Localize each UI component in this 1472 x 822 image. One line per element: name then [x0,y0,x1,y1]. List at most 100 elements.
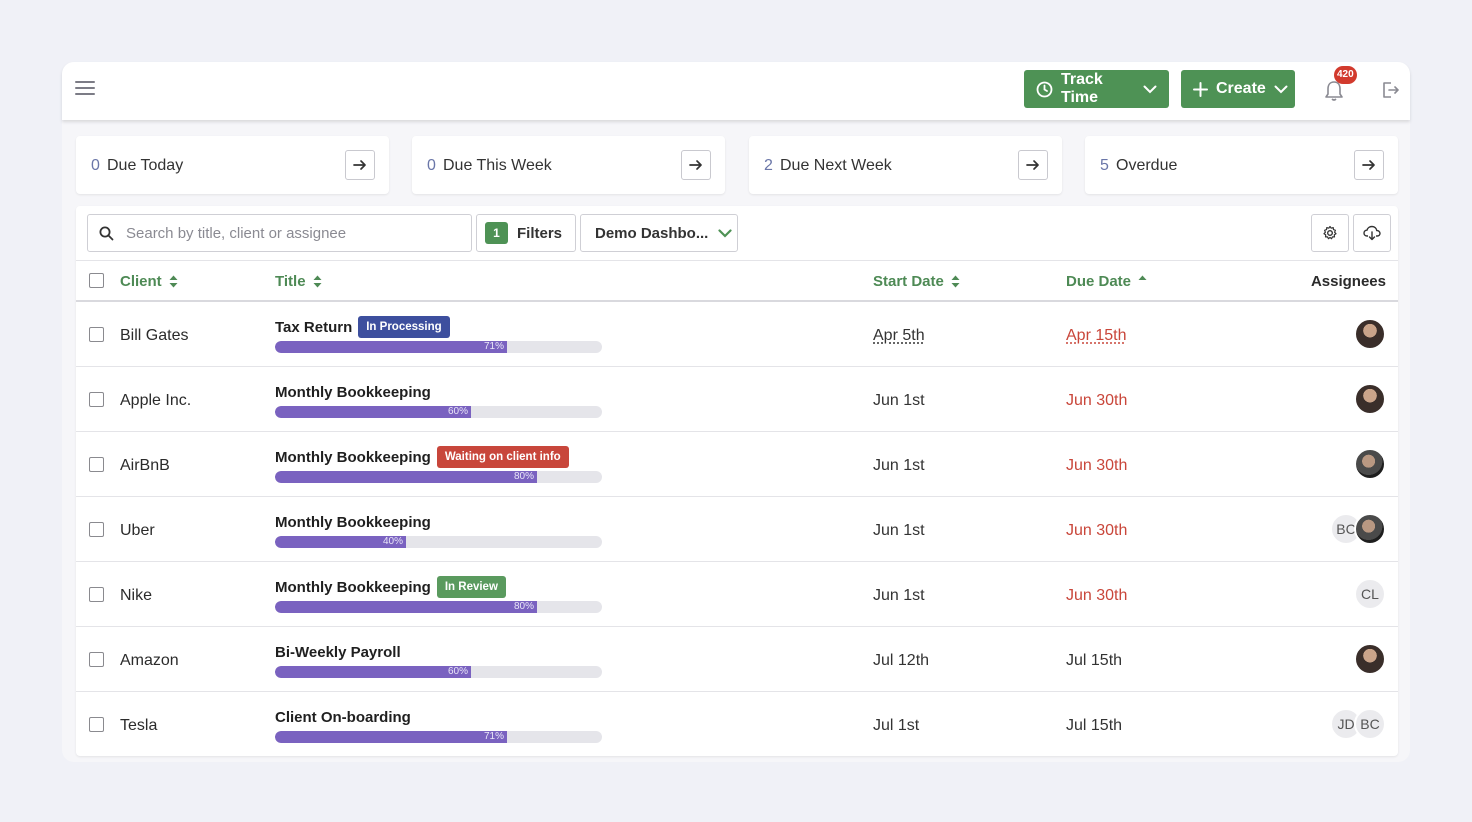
progress-fill [275,471,537,483]
plus-icon [1193,81,1208,97]
column-label: Assignees [1310,273,1386,290]
create-label: Create [1216,80,1266,97]
card-due-this-week[interactable]: 0 Due This Week [412,136,725,194]
progress-bar: 60% [275,406,602,418]
progress-label: 60% [447,406,468,417]
sort-ascending-icon [1138,275,1147,280]
title-cell: Bi-Weekly Payroll [275,641,401,663]
chevron-down-icon [1274,85,1288,93]
row-checkbox[interactable] [89,522,104,537]
chevron-down-icon [1143,85,1157,93]
avatar-initials[interactable]: BC [1354,708,1386,740]
arrow-right-icon[interactable] [681,150,711,180]
gear-icon [1323,225,1337,240]
start-date: Jun 1st [873,392,925,409]
card-count: 0 [91,157,100,174]
table-row[interactable]: AirBnB Monthly Bookkeeping Waiting on clie… [76,432,1398,497]
table-row[interactable]: Uber Monthly Bookkeeping 40% Jun 1st Jun 30t… [76,497,1398,562]
select-all-checkbox[interactable] [89,273,104,288]
bell-icon[interactable] [1324,80,1344,102]
task-title[interactable]: Monthly Bookkeeping [275,578,431,596]
dashboard-select[interactable]: Demo Dashbo... [580,214,738,252]
card-due-next-week[interactable]: 2 Due Next Week [749,136,1062,194]
card-overdue[interactable]: 5 Overdue [1085,136,1398,194]
task-title[interactable]: Client On-boarding [275,708,411,726]
column-assignees: Assignees [1311,273,1386,290]
progress-label: 71% [483,341,504,352]
title-cell: Monthly Bookkeeping Waiting on client inf… [275,446,569,468]
clock-icon [1036,81,1053,97]
settings-button[interactable] [1311,214,1349,252]
start-date: Jul 12th [873,652,930,669]
table-header: Client Title Start Date Due Date Assigne… [76,260,1398,302]
export-button[interactable] [1353,214,1391,252]
task-title[interactable]: Monthly Bookkeeping [275,513,431,531]
task-title[interactable]: Tax Return [275,318,353,336]
task-title[interactable]: Bi-Weekly Payroll [275,643,401,661]
assignee-list [1354,448,1386,480]
row-checkbox[interactable] [89,587,104,602]
avatar[interactable] [1354,513,1386,545]
progress-bar: 60% [275,666,602,678]
menu-icon[interactable] [75,81,95,97]
card-count: 5 [1100,157,1109,174]
avatar[interactable] [1354,643,1386,675]
table-row[interactable]: Tesla Client On-boarding 71% Jul 1st Jul 15t… [76,692,1398,757]
table-row[interactable]: Apple Inc. Monthly Bookkeeping 60% Jun 1st J… [76,367,1398,432]
column-client[interactable]: Client [120,273,178,290]
start-date: Jun 1st [873,457,925,474]
due-date: Jun 30th [1066,522,1128,539]
client-name: Bill Gates [120,327,189,344]
progress-bar: 40% [275,536,602,548]
column-due-date[interactable]: Due Date [1066,273,1147,290]
task-title[interactable]: Monthly Bookkeeping [275,383,431,401]
due-date: Jun 30th [1066,587,1128,604]
card-label: Due This Week [443,157,552,174]
client-name: AirBnB [120,457,170,474]
summary-cards: 0 Due Today 0 Due This Week 2 Due Next W… [76,136,1398,194]
column-start-date[interactable]: Start Date [873,273,960,290]
arrow-right-icon[interactable] [345,150,375,180]
avatar[interactable] [1354,318,1386,350]
column-label: Title [275,273,306,290]
filters-button[interactable]: 1 Filters [476,214,576,252]
arrow-right-icon[interactable] [1354,150,1384,180]
search-input[interactable] [126,224,446,242]
row-checkbox[interactable] [89,392,104,407]
card-label: Overdue [1116,157,1178,174]
arrow-right-icon[interactable] [1018,150,1048,180]
avatar[interactable] [1354,383,1386,415]
progress-label: 40% [382,536,403,547]
avatar[interactable] [1354,448,1386,480]
task-title[interactable]: Monthly Bookkeeping [275,448,431,466]
row-checkbox[interactable] [89,457,104,472]
avatar-initials[interactable]: CL [1354,578,1386,610]
card-count: 2 [764,157,773,174]
row-checkbox[interactable] [89,717,104,732]
progress-label: 80% [513,471,534,482]
row-checkbox[interactable] [89,327,104,342]
table-row[interactable]: Nike Monthly Bookkeeping In Review 80% Jun 1… [76,562,1398,627]
start-date: Apr 5th [873,327,925,344]
filters-label: Filters [517,224,563,242]
progress-fill [275,341,507,353]
progress-fill [275,666,471,678]
create-button[interactable]: Create [1181,70,1295,108]
card-label: Due Next Week [780,157,892,174]
status-tag: In Review [436,576,506,598]
assignee-list: BC JD [1330,708,1386,740]
title-cell: Tax Return In Processing [275,316,450,338]
app-window: Track Time Create 420 0 Due Today 0 Due … [62,62,1410,762]
track-time-button[interactable]: Track Time [1024,70,1169,108]
table-row[interactable]: Amazon Bi-Weekly Payroll 60% Jul 12th Jul 15… [76,627,1398,692]
table-row[interactable]: Bill Gates Tax Return In Processing 71% Apr … [76,302,1398,367]
filter-count-badge: 1 [485,222,508,244]
title-cell: Monthly Bookkeeping In Review [275,576,506,598]
row-checkbox[interactable] [89,652,104,667]
chevron-down-icon [718,228,732,238]
logout-icon[interactable] [1380,80,1400,100]
column-title[interactable]: Title [275,273,322,290]
start-date: Jun 1st [873,522,925,539]
card-due-today[interactable]: 0 Due Today [76,136,389,194]
progress-bar: 71% [275,731,602,743]
